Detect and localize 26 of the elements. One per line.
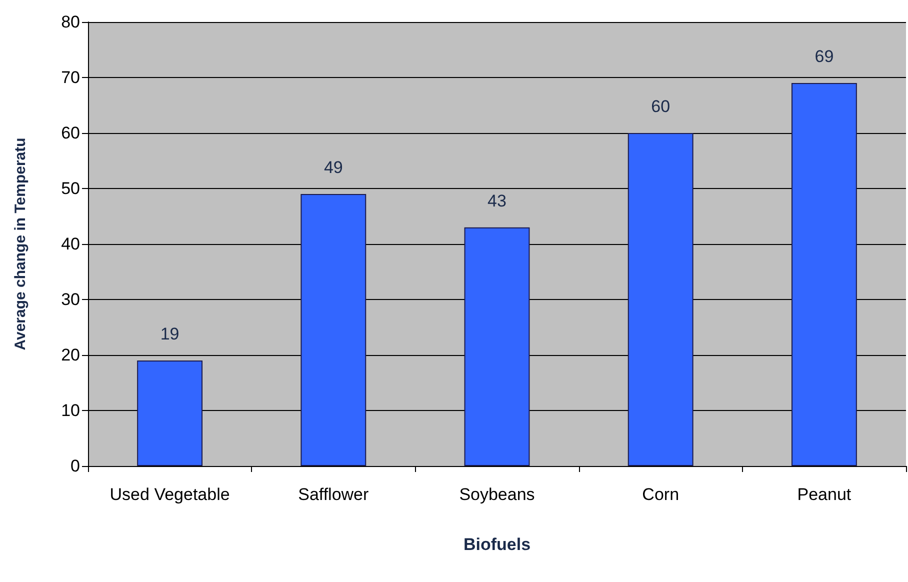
y-tick-label: 30 [61,290,80,309]
bar [464,227,530,466]
x-tick-label: Peanut [797,485,852,504]
y-tick-label: 0 [70,456,80,476]
y-tick-label: 70 [61,68,80,87]
x-axis-title: Biofuels [463,535,531,554]
bar [628,133,694,466]
data-label: 49 [324,158,343,178]
x-tick-label: Safflower [298,485,370,504]
y-tick-label: 40 [61,234,80,254]
y-tick-label: 50 [61,179,80,198]
x-tick-label: Soybeans [459,485,535,504]
data-label: 43 [488,191,506,210]
y-tick-label: 80 [61,12,80,32]
bar [791,83,857,466]
bar [300,194,366,466]
data-label: 69 [814,47,834,66]
x-tick-label: Used Vegetable [110,485,230,504]
x-tick-label: Corn [642,485,680,504]
y-tick-label: 60 [61,124,80,142]
y-tick-label: 10 [61,401,80,420]
y-axis-title: Average change in Temperatu [12,138,29,350]
y-tick-label: 20 [61,346,80,364]
data-label: 60 [651,97,670,116]
data-label: 19 [160,324,180,344]
bar [137,360,203,466]
